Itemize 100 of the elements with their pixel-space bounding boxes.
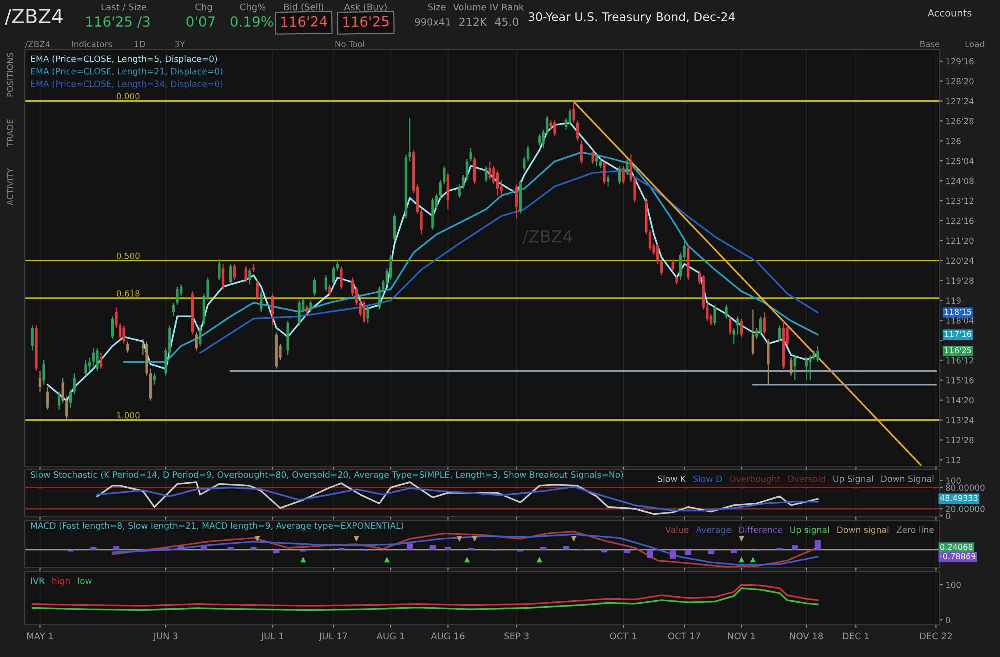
text: Volume bbox=[453, 4, 486, 11]
candlestick bbox=[790, 357, 793, 376]
y-tick-label: 20.00000 bbox=[946, 506, 985, 512]
candlestick bbox=[66, 396, 68, 421]
candlestick bbox=[172, 302, 176, 318]
text: 212K bbox=[460, 18, 488, 26]
candlestick bbox=[809, 354, 812, 381]
annotation: 0.000 bbox=[117, 93, 140, 100]
text: IV Rank bbox=[490, 4, 524, 11]
bar bbox=[601, 550, 608, 553]
text: Load bbox=[966, 40, 984, 48]
text: 1D bbox=[135, 41, 146, 48]
candlestick bbox=[546, 116, 549, 135]
bar bbox=[670, 550, 676, 559]
candlestick bbox=[126, 341, 130, 354]
candlestick bbox=[310, 300, 312, 313]
candlestick bbox=[328, 284, 332, 297]
ref-line-label: Oversold bbox=[788, 476, 826, 482]
candlestick bbox=[248, 268, 252, 286]
y-tick-label: 128'20 bbox=[946, 78, 974, 85]
text: Size bbox=[428, 4, 446, 11]
candlestick bbox=[336, 259, 339, 272]
x-tick-label: JUL 1 bbox=[260, 632, 284, 642]
candlestick bbox=[542, 129, 545, 149]
bar bbox=[113, 546, 120, 550]
candlestick bbox=[606, 174, 610, 188]
candlestick bbox=[812, 350, 816, 360]
candlestick bbox=[778, 325, 782, 342]
y-tick-label: 115'16 bbox=[946, 377, 974, 384]
candlestick bbox=[122, 325, 126, 345]
ref-line-label: Overbought bbox=[730, 476, 781, 484]
text: No Tool bbox=[336, 40, 364, 48]
candlestick bbox=[115, 306, 118, 329]
candlestick bbox=[88, 357, 92, 372]
candlestick bbox=[443, 166, 446, 185]
text: Up signal bbox=[790, 526, 830, 535]
bar bbox=[430, 545, 436, 550]
bar bbox=[685, 550, 692, 556]
candlestick bbox=[626, 158, 629, 176]
candlestick bbox=[672, 259, 674, 272]
candlestick bbox=[313, 277, 316, 297]
y-tick-label: 123'12 bbox=[946, 198, 974, 204]
x-tick-label: NOV 18 bbox=[790, 632, 824, 640]
candlestick bbox=[393, 214, 396, 242]
candlestick bbox=[176, 286, 179, 306]
text: Ask (Buy) bbox=[344, 4, 387, 12]
candlestick bbox=[496, 170, 500, 196]
text: 0'07 bbox=[186, 16, 215, 28]
text: 990x41 bbox=[415, 18, 450, 26]
candlestick bbox=[484, 166, 488, 183]
annotation: 117'16 bbox=[945, 331, 972, 338]
text: high bbox=[52, 578, 70, 586]
bar bbox=[250, 547, 257, 550]
candlestick bbox=[390, 254, 392, 281]
candlestick bbox=[805, 357, 808, 381]
candlestick bbox=[706, 302, 709, 322]
text: POSITIONS bbox=[7, 52, 14, 97]
candlestick bbox=[572, 101, 576, 124]
x-tick-label: DEC 22 bbox=[920, 632, 952, 640]
annotation: Down Signal bbox=[882, 476, 934, 484]
series-label: Difference bbox=[739, 526, 782, 534]
candlestick bbox=[596, 154, 598, 167]
y-tick-label: 100 bbox=[946, 478, 961, 484]
text: Indicators bbox=[72, 40, 112, 48]
text: IVR bbox=[31, 578, 45, 584]
candlestick bbox=[256, 280, 259, 302]
y-tick-label: 122'16 bbox=[946, 218, 974, 224]
candlestick bbox=[630, 154, 633, 183]
text: /ZBZ4 bbox=[5, 9, 63, 26]
y-tick-label: 119'28 bbox=[946, 278, 974, 284]
candlestick bbox=[324, 275, 328, 292]
y-tick-label: 0 bbox=[946, 617, 950, 624]
candlestick bbox=[474, 156, 476, 185]
candlestick bbox=[306, 304, 308, 315]
candlestick bbox=[218, 259, 221, 281]
x-tick-label: AUG 16 bbox=[431, 632, 465, 640]
text: -0.78869 bbox=[940, 553, 976, 560]
candlestick bbox=[656, 243, 660, 265]
candlestick bbox=[271, 293, 274, 326]
bar bbox=[274, 550, 280, 554]
candlestick bbox=[515, 184, 518, 220]
candlestick bbox=[767, 338, 770, 386]
candlestick bbox=[714, 304, 716, 326]
candlestick bbox=[366, 304, 370, 324]
x-tick-label: SEP 3 bbox=[504, 632, 529, 640]
candlestick bbox=[42, 359, 46, 386]
y-tick-label: 112'28 bbox=[946, 437, 974, 444]
annotation: Up Signal bbox=[834, 476, 874, 484]
candlestick bbox=[580, 140, 583, 164]
text: TRADE bbox=[7, 120, 14, 147]
candlestick bbox=[458, 184, 461, 199]
y-tick-label: 0 bbox=[946, 513, 950, 520]
text: Value bbox=[666, 526, 689, 534]
text: 0.24068 bbox=[940, 544, 973, 550]
y-tick-label: 124'08 bbox=[946, 178, 974, 184]
candlestick bbox=[100, 352, 103, 370]
bar bbox=[647, 550, 654, 558]
candlestick bbox=[736, 316, 740, 336]
candlestick bbox=[378, 286, 381, 310]
bar bbox=[540, 547, 547, 550]
